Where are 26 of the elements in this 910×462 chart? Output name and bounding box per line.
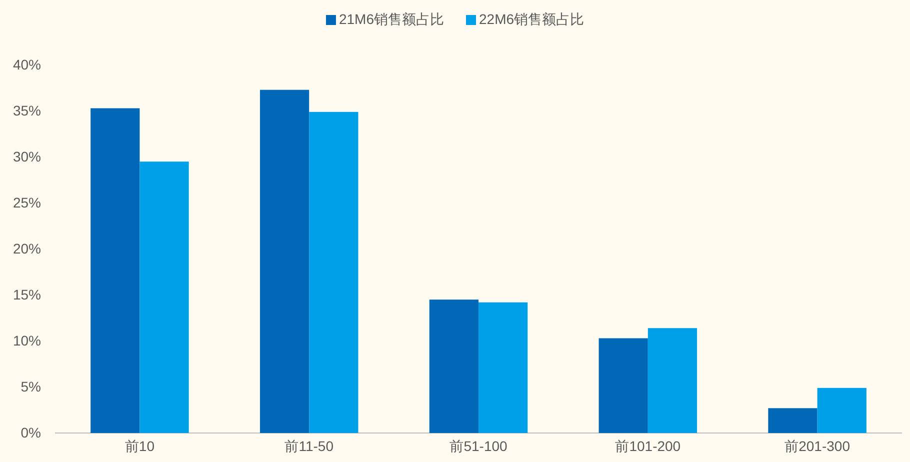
bar xyxy=(478,302,528,433)
x-tick-label: 前101-200 xyxy=(615,438,681,454)
y-tick-label: 15% xyxy=(12,286,41,302)
x-tick-label: 前51-100 xyxy=(450,438,508,454)
y-tick-label: 40% xyxy=(12,56,41,72)
bar xyxy=(90,108,140,433)
y-tick-label: 5% xyxy=(20,378,41,394)
y-tick-label: 0% xyxy=(20,424,41,440)
y-tick-label: 20% xyxy=(12,240,41,256)
bar xyxy=(768,408,818,433)
bar xyxy=(817,388,866,433)
y-tick-label: 25% xyxy=(12,194,41,210)
bar xyxy=(648,328,698,433)
legend-label: 21M6销售额占比 xyxy=(338,11,444,27)
y-tick-label: 10% xyxy=(12,332,41,348)
x-tick-label: 前11-50 xyxy=(284,438,334,454)
bar xyxy=(309,112,358,433)
x-tick-label: 前10 xyxy=(124,438,155,454)
bar xyxy=(260,90,310,433)
x-tick-label: 前201-300 xyxy=(784,438,850,454)
y-tick-label: 30% xyxy=(12,148,41,164)
bar xyxy=(598,338,648,433)
legend-label: 22M6销售额占比 xyxy=(479,11,584,27)
bar xyxy=(140,162,189,433)
y-tick-label: 35% xyxy=(12,102,41,118)
bar xyxy=(429,300,478,433)
